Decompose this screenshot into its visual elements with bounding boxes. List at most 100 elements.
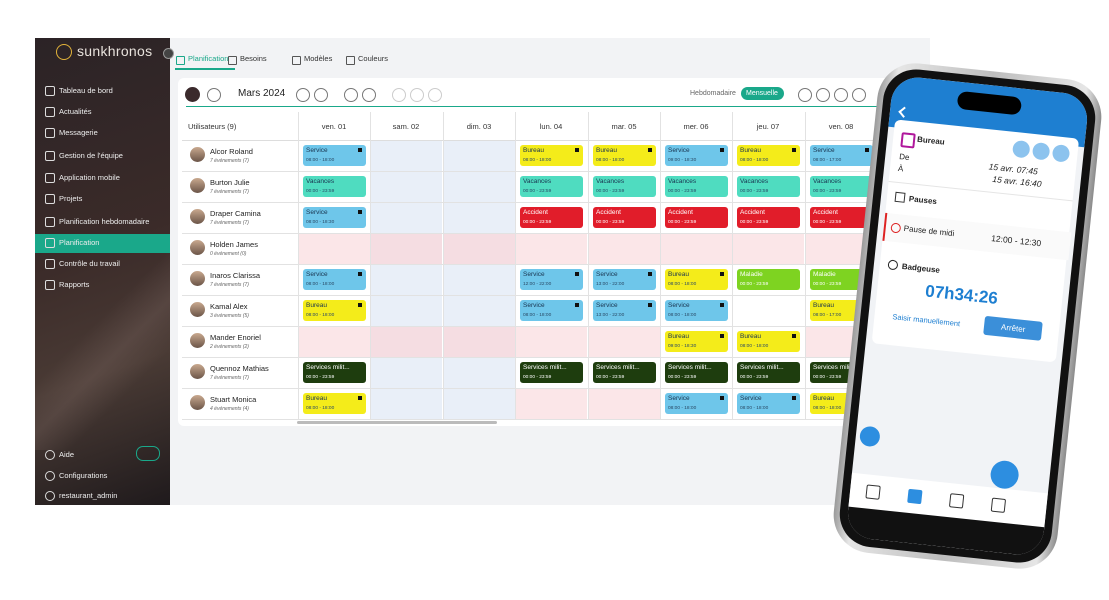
event-flag: [720, 148, 724, 152]
menu-item[interactable]: Projets: [59, 194, 83, 203]
event[interactable]: Accident 00:00 - 23:59: [810, 207, 873, 228]
event-time: 00:00 - 23:59: [740, 189, 769, 194]
tab[interactable]: Planification: [188, 54, 229, 63]
manual-button[interactable]: Saisir manuellement: [892, 312, 961, 329]
collapse-button[interactable]: [163, 48, 174, 59]
nav-icon[interactable]: [865, 484, 881, 500]
toolbar-button[interactable]: [428, 88, 442, 102]
user-name[interactable]: Mander Enoriel: [210, 333, 261, 342]
toolbar-button[interactable]: [798, 88, 812, 102]
toolbar-button[interactable]: [344, 88, 358, 102]
event[interactable]: Accident 00:00 - 23:59: [737, 207, 800, 228]
toolbar-button[interactable]: [296, 88, 310, 102]
event[interactable]: Service 08:00 - 18:00: [737, 393, 800, 414]
menu-item[interactable]: Planification hebdomadaire: [59, 217, 150, 226]
nav-icon[interactable]: [907, 488, 923, 505]
period: Mars 2024: [238, 88, 286, 99]
timer-fab[interactable]: [858, 425, 881, 448]
nav-icon[interactable]: [990, 497, 1007, 513]
event[interactable]: Vacances 00:00 - 23:59: [810, 176, 873, 197]
prev-button[interactable]: [207, 88, 221, 102]
menu-item[interactable]: Actualités: [59, 107, 92, 116]
event-action[interactable]: [1051, 144, 1071, 163]
event[interactable]: Service 08:00 - 17:00: [810, 145, 873, 166]
toolbar-button[interactable]: [816, 88, 830, 102]
badge-icon: [887, 259, 899, 271]
tab[interactable]: Couleurs: [358, 54, 389, 63]
empty-cell: [371, 141, 442, 171]
event[interactable]: Bureau 08:00 - 18:00: [665, 269, 728, 290]
event[interactable]: Accident 00:00 - 23:59: [665, 207, 728, 228]
user-name[interactable]: Quennoz Mathias: [210, 364, 269, 373]
user-name[interactable]: Inaros Clarissa: [210, 271, 261, 280]
event[interactable]: Service 09:00 - 18:30: [665, 145, 728, 166]
tab[interactable]: Modèles: [304, 54, 333, 63]
event[interactable]: Service 08:00 - 18:00: [303, 269, 366, 290]
event-action[interactable]: [1011, 139, 1031, 159]
menu-item[interactable]: Gestion de l'équipe: [59, 151, 123, 160]
event[interactable]: Bureau 08:00 - 18:00: [303, 300, 366, 321]
event[interactable]: Accident 00:00 - 23:59: [593, 207, 656, 228]
menu-item[interactable]: Rapports: [59, 280, 90, 289]
event[interactable]: Bureau 08:00 - 18:00: [737, 145, 800, 166]
event[interactable]: Service 08:00 - 18:30: [303, 207, 366, 228]
nav-icon[interactable]: [948, 493, 965, 509]
menu-item[interactable]: Tableau de bord: [59, 86, 113, 95]
event[interactable]: Service 08:00 - 18:00: [520, 300, 583, 321]
menu-item[interactable]: Planification: [59, 238, 100, 247]
view[interactable]: Mensuelle: [746, 90, 778, 97]
event[interactable]: Vacances 00:00 - 23:59: [520, 176, 583, 197]
event-time: 12:00 - 22:00: [523, 282, 552, 287]
event[interactable]: Services milit... 00:00 - 23:59: [737, 362, 800, 383]
row-divider: [182, 388, 906, 389]
event-action[interactable]: [1031, 141, 1051, 161]
event[interactable]: Services milit... 00:00 - 23:59: [665, 362, 728, 383]
event[interactable]: Accident 00:00 - 23:59: [520, 207, 583, 228]
bottom-item[interactable]: Configurations: [59, 471, 108, 480]
toolbar-button[interactable]: [852, 88, 866, 102]
toolbar-button[interactable]: [314, 88, 328, 102]
event[interactable]: Vacances 00:00 - 23:59: [665, 176, 728, 197]
info-fab[interactable]: [989, 459, 1020, 491]
toolbar-button[interactable]: [410, 88, 424, 102]
event[interactable]: Service 08:00 - 18:00: [303, 145, 366, 166]
menu-item[interactable]: Messagerie: [59, 128, 98, 137]
event[interactable]: Service 13:00 - 22:00: [593, 300, 656, 321]
menu-item[interactable]: Application mobile: [59, 173, 120, 182]
calendar-icon[interactable]: [185, 87, 200, 102]
event[interactable]: Service 08:00 - 18:00: [665, 300, 728, 321]
view[interactable]: Hebdomadaire: [690, 90, 736, 97]
user-name[interactable]: Stuart Monica: [210, 395, 257, 404]
toolbar-button[interactable]: [362, 88, 376, 102]
event[interactable]: Services milit... 00:00 - 23:59: [593, 362, 656, 383]
event[interactable]: Bureau 08:00 - 18:00: [593, 145, 656, 166]
user-name[interactable]: Kamal Alex: [210, 302, 248, 311]
event-label: Vacances: [306, 178, 335, 185]
menu-item[interactable]: Contrôle du travail: [59, 259, 120, 268]
day-header: sam. 02: [392, 122, 420, 131]
bottom-item[interactable]: Aide: [59, 450, 75, 459]
event[interactable]: Maladie 00:00 - 23:59: [737, 269, 800, 290]
event[interactable]: Bureau 09:00 - 18:30: [665, 331, 728, 352]
event[interactable]: Bureau 08:00 - 18:00: [737, 331, 800, 352]
user-name[interactable]: Alcor Roland: [210, 147, 253, 156]
event[interactable]: Services milit... 00:00 - 23:59: [303, 362, 366, 383]
event[interactable]: Service 13:00 - 22:00: [593, 269, 656, 290]
refresh-button[interactable]: [136, 446, 160, 461]
user-name[interactable]: Holden James: [210, 240, 258, 249]
user-name[interactable]: Draper Camina: [210, 209, 261, 218]
stop-button[interactable]: Arrêter: [983, 315, 1043, 341]
event[interactable]: Service 12:00 - 22:00: [520, 269, 583, 290]
bottom-item[interactable]: restaurant_admin: [59, 491, 118, 500]
event[interactable]: Bureau 08:00 - 18:00: [303, 393, 366, 414]
event[interactable]: Vacances 00:00 - 23:59: [593, 176, 656, 197]
event[interactable]: Services milit... 00:00 - 23:59: [520, 362, 583, 383]
tab[interactable]: Besoins: [240, 54, 267, 63]
toolbar-button[interactable]: [392, 88, 406, 102]
event[interactable]: Vacances 00:00 - 23:59: [737, 176, 800, 197]
event[interactable]: Bureau 08:00 - 18:00: [520, 145, 583, 166]
event[interactable]: Service 08:00 - 18:00: [665, 393, 728, 414]
user-name[interactable]: Burton Julie: [210, 178, 250, 187]
toolbar-button[interactable]: [834, 88, 848, 102]
event[interactable]: Vacances 00:00 - 23:59: [303, 176, 366, 197]
